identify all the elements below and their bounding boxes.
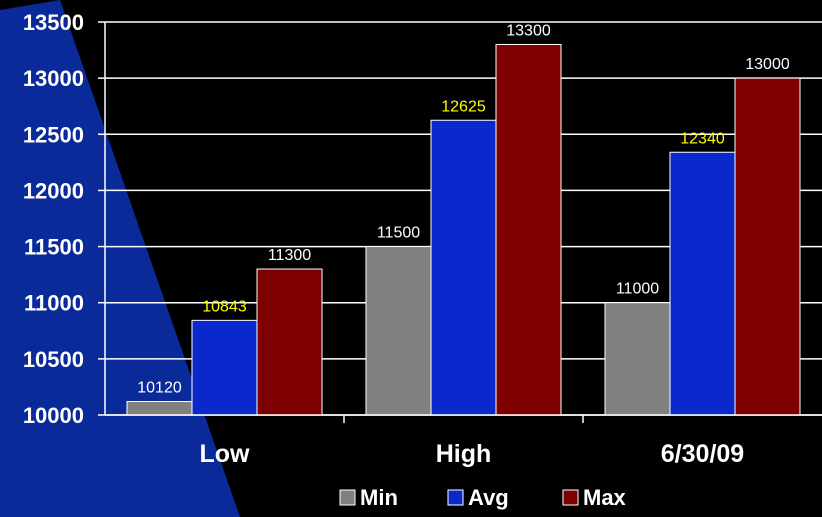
bar bbox=[256, 268, 323, 416]
data-label: 12340 bbox=[680, 130, 725, 147]
bar bbox=[365, 246, 432, 416]
blue-slant-shape bbox=[0, 0, 240, 517]
y-tick-label: 12500 bbox=[23, 122, 84, 147]
data-label: 13000 bbox=[745, 56, 790, 73]
data-label: 13300 bbox=[506, 22, 551, 39]
data-label: 11000 bbox=[616, 281, 659, 298]
y-tick-label: 13000 bbox=[23, 66, 84, 91]
x-category-label: Low bbox=[200, 440, 251, 468]
y-axis: 10000 10500 11000 11500 12000 12500 13000 13500 bbox=[23, 10, 106, 428]
legend-swatch bbox=[447, 489, 464, 506]
legend-label: Min bbox=[360, 485, 398, 510]
y-tick-label: 10500 bbox=[23, 347, 84, 372]
y-tick-label: 10000 bbox=[23, 403, 84, 428]
legend-swatch bbox=[339, 489, 356, 506]
legend-label: Max bbox=[583, 485, 627, 510]
bar bbox=[734, 77, 801, 416]
legend-swatch bbox=[562, 489, 579, 506]
x-category-label: High bbox=[436, 440, 492, 468]
y-tick-label: 11500 bbox=[24, 235, 84, 260]
bar bbox=[495, 43, 562, 416]
bars bbox=[126, 43, 801, 416]
legend-label: Avg bbox=[468, 485, 509, 510]
y-tick-label: 11000 bbox=[24, 291, 84, 316]
bar bbox=[430, 119, 497, 416]
x-axis: Low High 6/30/09 bbox=[105, 414, 822, 468]
data-label: 11300 bbox=[268, 247, 311, 264]
legend: Min Avg Max bbox=[339, 485, 627, 510]
data-label: 10843 bbox=[202, 298, 247, 315]
x-category-label: 6/30/09 bbox=[661, 440, 744, 468]
bar bbox=[669, 151, 736, 416]
data-label: 10120 bbox=[137, 380, 182, 397]
y-tick-label: 12000 bbox=[23, 178, 84, 203]
data-label: 12625 bbox=[441, 98, 486, 115]
data-label: 11500 bbox=[377, 225, 420, 242]
bar bbox=[126, 401, 193, 416]
bar bbox=[604, 302, 671, 416]
data-labels: 10120 10843 11300 11500 12625 13300 11000 12340… bbox=[137, 22, 790, 396]
y-tick-label: 13500 bbox=[23, 10, 84, 35]
bar bbox=[191, 319, 258, 416]
